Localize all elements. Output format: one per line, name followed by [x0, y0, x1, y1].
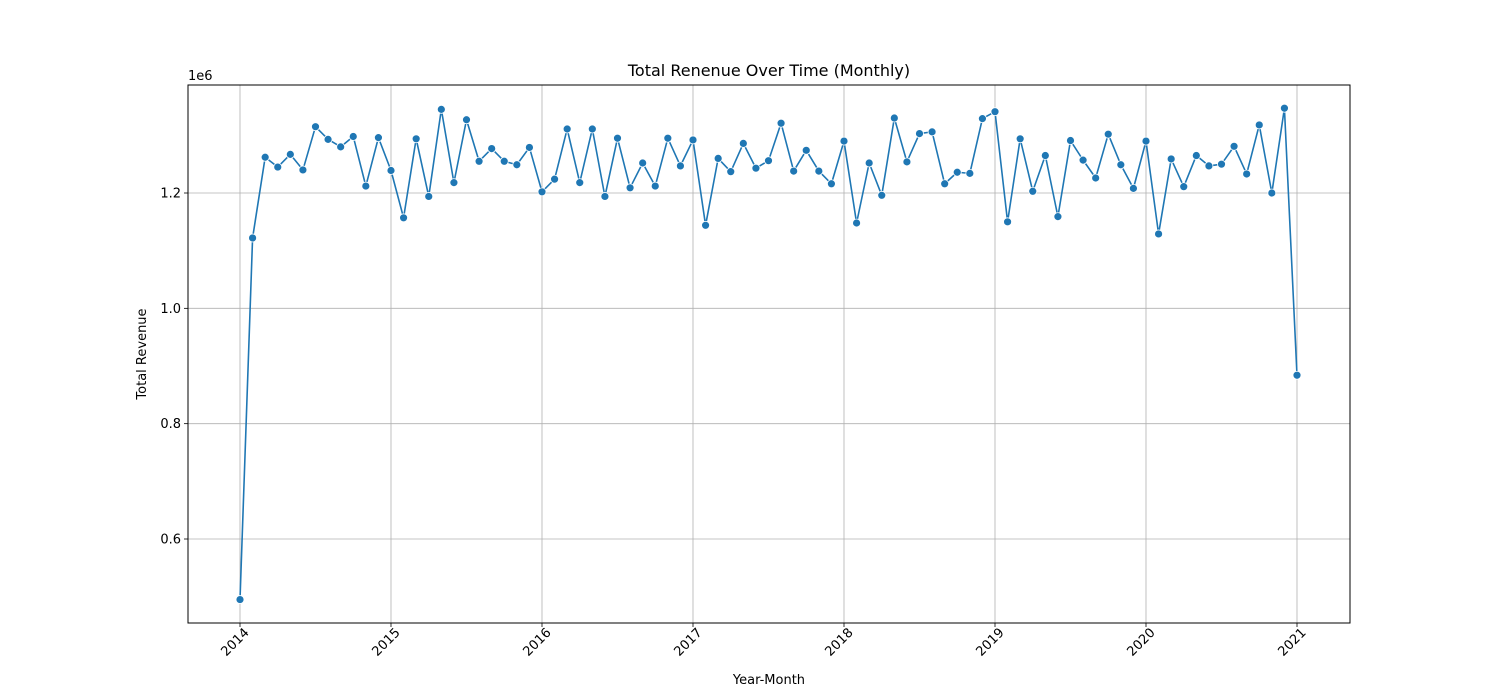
data-point	[1091, 173, 1101, 183]
data-point	[285, 149, 295, 159]
data-point	[1103, 129, 1113, 139]
data-point	[1217, 159, 1226, 169]
data-point	[764, 156, 773, 166]
data-point	[1204, 161, 1214, 171]
data-point	[915, 129, 924, 139]
data-point	[348, 132, 358, 141]
data-point	[424, 192, 434, 201]
data-point	[1066, 136, 1075, 145]
y-tick-label: 0.6	[160, 533, 181, 548]
data-point	[1053, 212, 1063, 222]
data-point	[864, 158, 874, 168]
data-point	[1242, 169, 1252, 179]
data-point	[512, 160, 522, 170]
data-point	[889, 113, 899, 123]
data-point	[789, 166, 799, 176]
data-point	[235, 595, 245, 604]
data-point	[386, 166, 396, 175]
data-point	[575, 178, 585, 188]
data-point	[852, 218, 861, 228]
y-axis-offset-text: 1e6	[188, 69, 213, 84]
plot-frame	[187, 84, 1351, 624]
data-point	[1191, 151, 1201, 160]
data-point	[650, 181, 660, 191]
x-axis-title: Year-Month	[732, 673, 805, 688]
data-point	[990, 107, 1000, 117]
data-point	[877, 190, 887, 200]
data-point	[726, 167, 736, 177]
data-point	[298, 165, 308, 175]
grid-lines	[188, 85, 1350, 623]
y-tick-label: 1.2	[160, 187, 181, 202]
data-point	[738, 139, 748, 148]
y-tick-label: 0.8	[160, 417, 181, 432]
data-point	[1254, 120, 1264, 130]
data-point	[827, 179, 836, 189]
data-point	[613, 133, 622, 143]
data-point	[399, 213, 408, 223]
data-point	[663, 133, 673, 143]
data-point	[713, 153, 723, 163]
y-tick-label: 1.0	[160, 302, 181, 317]
data-point	[625, 183, 635, 193]
data-point	[587, 124, 597, 134]
data-point	[801, 145, 811, 155]
data-point	[499, 156, 509, 166]
chart-title: Total Renenue Over Time (Monthly)	[627, 61, 910, 80]
data-point	[952, 167, 962, 177]
data-point	[449, 178, 459, 188]
data-point	[323, 134, 333, 144]
data-point	[1292, 370, 1302, 380]
y-axis-ticks: 0.6 0.8 1.0 1.2	[160, 187, 188, 548]
data-point	[525, 143, 534, 152]
data-point	[1028, 186, 1038, 196]
data-point	[1229, 141, 1239, 151]
series-markers	[235, 103, 1302, 604]
data-point	[474, 156, 484, 166]
data-point	[965, 168, 975, 178]
data-point	[1154, 229, 1163, 239]
data-point	[1078, 155, 1088, 165]
data-point	[776, 118, 786, 128]
data-point	[1280, 103, 1289, 113]
data-point	[550, 174, 559, 184]
data-point	[411, 134, 421, 144]
data-point	[940, 179, 950, 189]
data-point	[336, 142, 346, 152]
data-point	[361, 181, 371, 191]
y-axis-title: Total Revenue	[135, 308, 150, 400]
data-point	[248, 233, 257, 243]
data-point	[638, 158, 648, 168]
data-point	[978, 114, 987, 124]
data-point	[701, 220, 710, 230]
data-point	[814, 166, 824, 176]
data-point	[273, 162, 283, 172]
data-point	[260, 152, 270, 162]
data-point	[839, 136, 849, 146]
data-point	[374, 133, 383, 143]
data-point	[462, 115, 471, 125]
data-point	[1267, 188, 1277, 198]
data-point	[311, 122, 320, 132]
data-point	[688, 135, 698, 145]
data-point	[487, 144, 497, 154]
data-point	[1015, 134, 1025, 144]
data-point	[676, 161, 685, 171]
data-point	[1129, 183, 1138, 193]
data-point	[1116, 160, 1126, 170]
data-point	[600, 192, 610, 201]
data-point	[751, 163, 761, 173]
data-point	[562, 124, 572, 134]
data-point	[1141, 136, 1151, 146]
data-point	[436, 104, 446, 114]
data-point	[1166, 154, 1176, 164]
data-point	[1179, 182, 1189, 192]
data-point	[537, 187, 547, 197]
data-point	[902, 157, 912, 167]
data-point	[1040, 151, 1050, 160]
data-point	[927, 127, 937, 137]
data-point	[1003, 217, 1012, 227]
